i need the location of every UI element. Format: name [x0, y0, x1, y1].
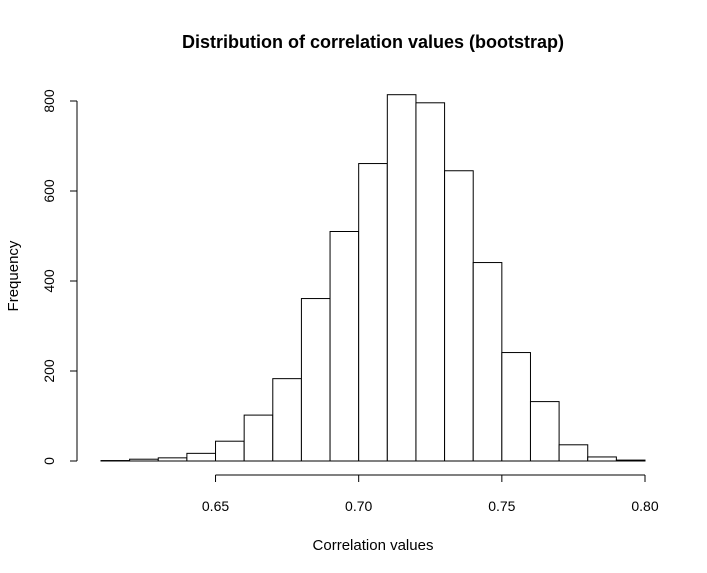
histogram-bar — [358, 163, 388, 462]
x-tick-label: 0.65 — [202, 498, 229, 514]
histogram-bar — [415, 102, 446, 462]
y-axis-label: Frequency — [5, 240, 22, 311]
y-tick-label: 200 — [41, 359, 57, 383]
histogram-bar — [615, 459, 646, 462]
histogram-bar — [558, 444, 589, 462]
x-axis-label: Correlation values — [313, 537, 434, 554]
x-tick-label: 0.75 — [488, 498, 515, 514]
y-tick-label: 600 — [41, 179, 57, 203]
histogram-bar — [272, 378, 302, 462]
histogram-bar — [157, 457, 188, 462]
histogram-bar — [386, 94, 417, 462]
x-axis: 0.65 0.70 0.75 0.80 — [202, 474, 659, 514]
histogram-bar — [300, 298, 331, 462]
histogram-bar — [129, 458, 159, 462]
chart-title: Distribution of correlation values (boot… — [182, 32, 564, 52]
x-tick-label: 0.80 — [631, 498, 658, 514]
y-tick-label: 800 — [41, 89, 57, 113]
histogram-bar — [215, 440, 245, 462]
histogram-bar — [472, 262, 503, 462]
histogram-bar — [243, 414, 274, 462]
y-tick-label: 400 — [41, 269, 57, 293]
bars-group — [100, 94, 646, 462]
y-tick-label: 0 — [41, 457, 57, 465]
y-axis: 0 200 400 600 800 — [41, 89, 78, 465]
histogram-bar — [529, 401, 560, 462]
histogram-bar — [587, 456, 617, 462]
histogram-bar — [329, 231, 360, 462]
histogram-bar — [501, 352, 531, 462]
histogram-bar — [444, 170, 474, 462]
histogram-bar — [186, 452, 217, 462]
x-tick-label: 0.70 — [345, 498, 372, 514]
